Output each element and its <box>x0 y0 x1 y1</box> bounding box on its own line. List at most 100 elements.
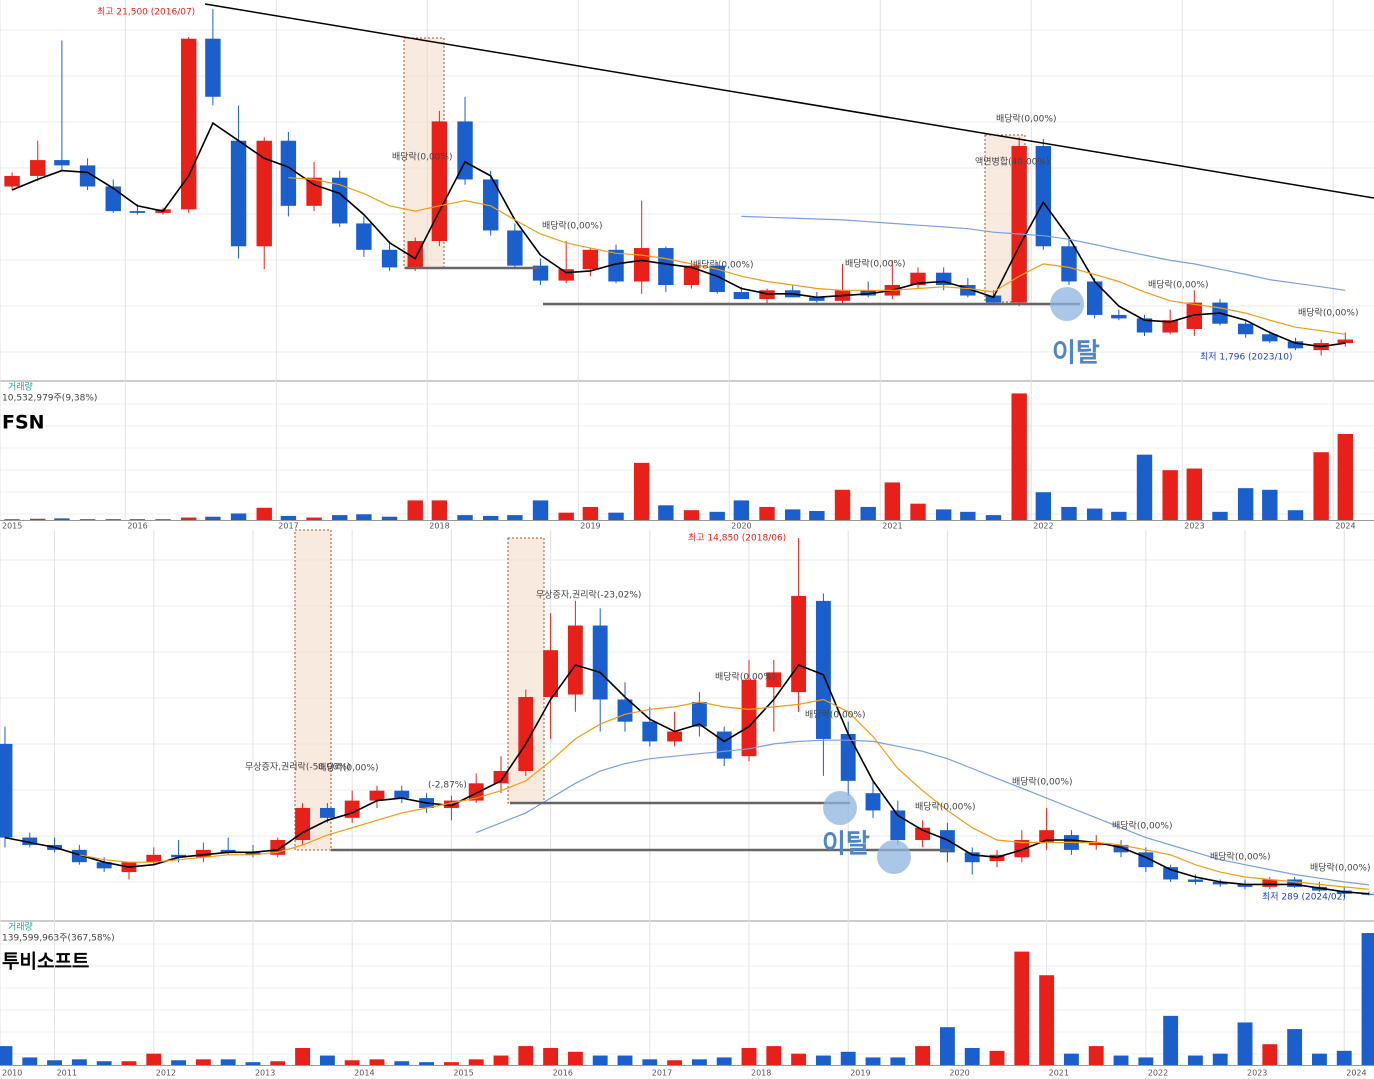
candle-body <box>507 230 523 266</box>
candle-body <box>1262 879 1278 887</box>
candle-body <box>205 38 221 97</box>
candle-body <box>319 807 335 818</box>
volume-label: 거래량 <box>8 921 33 933</box>
volume-bar <box>1061 506 1077 520</box>
candle-body <box>985 295 1002 303</box>
volume-bar <box>691 1059 707 1065</box>
moving-average <box>475 739 1370 886</box>
x-tick-label: 2024 <box>1335 522 1355 531</box>
x-tick-label: 2019 <box>850 1069 870 1078</box>
candle-body <box>1035 146 1052 247</box>
x-tick-label: 2018 <box>429 522 449 531</box>
candle-body <box>915 827 931 841</box>
volume-label: 거래량 <box>8 381 33 393</box>
volume-bar <box>256 507 272 520</box>
volume-bar <box>443 1062 459 1065</box>
volume-bar <box>1111 511 1127 520</box>
candle-body <box>716 731 732 759</box>
volume-summary: 139,599,963주(367,58%) <box>2 933 115 944</box>
volume-bar <box>195 1059 211 1065</box>
candle-body <box>381 249 398 268</box>
volume-bar <box>532 500 549 520</box>
candle-body <box>592 625 608 700</box>
x-tick-label: 2023 <box>1247 1069 1267 1078</box>
candle-body <box>220 849 236 853</box>
volume-bar <box>1014 951 1030 1065</box>
candle-body <box>840 734 856 781</box>
annotation: 배당락(0,00%) <box>996 113 1056 125</box>
candle-body <box>356 223 372 250</box>
candle-body <box>394 790 410 799</box>
stock-name: 투비소프트 <box>2 951 89 973</box>
volume-bar <box>840 1051 856 1065</box>
candle-body <box>332 177 348 224</box>
volume-bar <box>457 515 473 520</box>
candle-body <box>4 175 20 187</box>
volume-bar <box>1088 1046 1104 1065</box>
x-tick-label: 2020 <box>731 522 751 531</box>
candle-body <box>369 790 385 801</box>
volume-bar <box>939 1027 955 1065</box>
volume-bar <box>989 1050 1005 1065</box>
volume-bar <box>759 506 775 520</box>
volume-bar <box>205 516 221 520</box>
candle-body <box>964 852 980 863</box>
volume-bar <box>319 1055 335 1065</box>
candle-body <box>22 837 38 845</box>
candle-body <box>642 721 658 742</box>
x-tick-label: 2021 <box>882 522 902 531</box>
annotation: 배당락(0,00%) <box>693 259 753 271</box>
candle-body <box>532 265 549 281</box>
volume-bar <box>985 515 1002 520</box>
annotation: 최저 1,796 (2023/10) <box>1200 352 1292 363</box>
volume-bar <box>1287 1029 1303 1065</box>
candle-body <box>939 830 955 853</box>
candle-body <box>860 290 876 296</box>
candle-body <box>483 179 499 231</box>
breakout-marker <box>823 791 857 825</box>
volume-bar <box>1063 1053 1079 1065</box>
volume-bar <box>507 515 523 520</box>
volume-bar <box>270 1061 286 1065</box>
x-tick-label: 2015 <box>2 522 22 531</box>
volume-bar <box>658 505 674 520</box>
x-tick-label: 2010 <box>2 1069 22 1078</box>
candle-body <box>518 697 534 771</box>
candle-body <box>960 285 976 296</box>
volume-bar <box>1313 452 1329 520</box>
volume-bar <box>1162 470 1178 520</box>
volume-bar <box>483 515 499 520</box>
annotation: 무상증자,권리락(-50,00%) <box>245 761 350 773</box>
candle-body <box>582 249 599 270</box>
candle-body <box>709 265 725 293</box>
candle-body <box>865 793 881 811</box>
candle-body <box>759 290 775 300</box>
volume-bar <box>4 519 20 520</box>
volume-bar <box>558 512 574 520</box>
candle-body <box>280 140 297 206</box>
annotation: (-2,87%) <box>428 781 467 791</box>
candle-body <box>1113 844 1129 853</box>
volume-bar <box>890 1057 906 1065</box>
volume-bar <box>230 513 247 520</box>
annotation: 최고 14,850 (2018/06) <box>688 533 786 544</box>
candle-body <box>54 160 70 166</box>
candle-body <box>1011 146 1027 303</box>
trend-line <box>204 3 1374 199</box>
volume-bar <box>791 1053 807 1065</box>
candle-body <box>658 248 674 285</box>
candle-body <box>1061 246 1077 282</box>
x-tick-label: 2019 <box>580 522 600 531</box>
candle-body <box>1237 323 1254 335</box>
x-tick-label: 2024 <box>1346 1069 1366 1078</box>
candle-body <box>105 186 121 212</box>
volume-bar <box>245 1062 261 1065</box>
moving-average <box>741 215 1346 291</box>
x-tick-label: 2023 <box>1184 522 1204 531</box>
volume-bar <box>129 519 146 520</box>
x-tick-label: 2020 <box>949 1069 969 1078</box>
volume-bar <box>181 517 197 520</box>
volume-bar <box>22 1057 38 1065</box>
volume-bar <box>96 1061 112 1065</box>
